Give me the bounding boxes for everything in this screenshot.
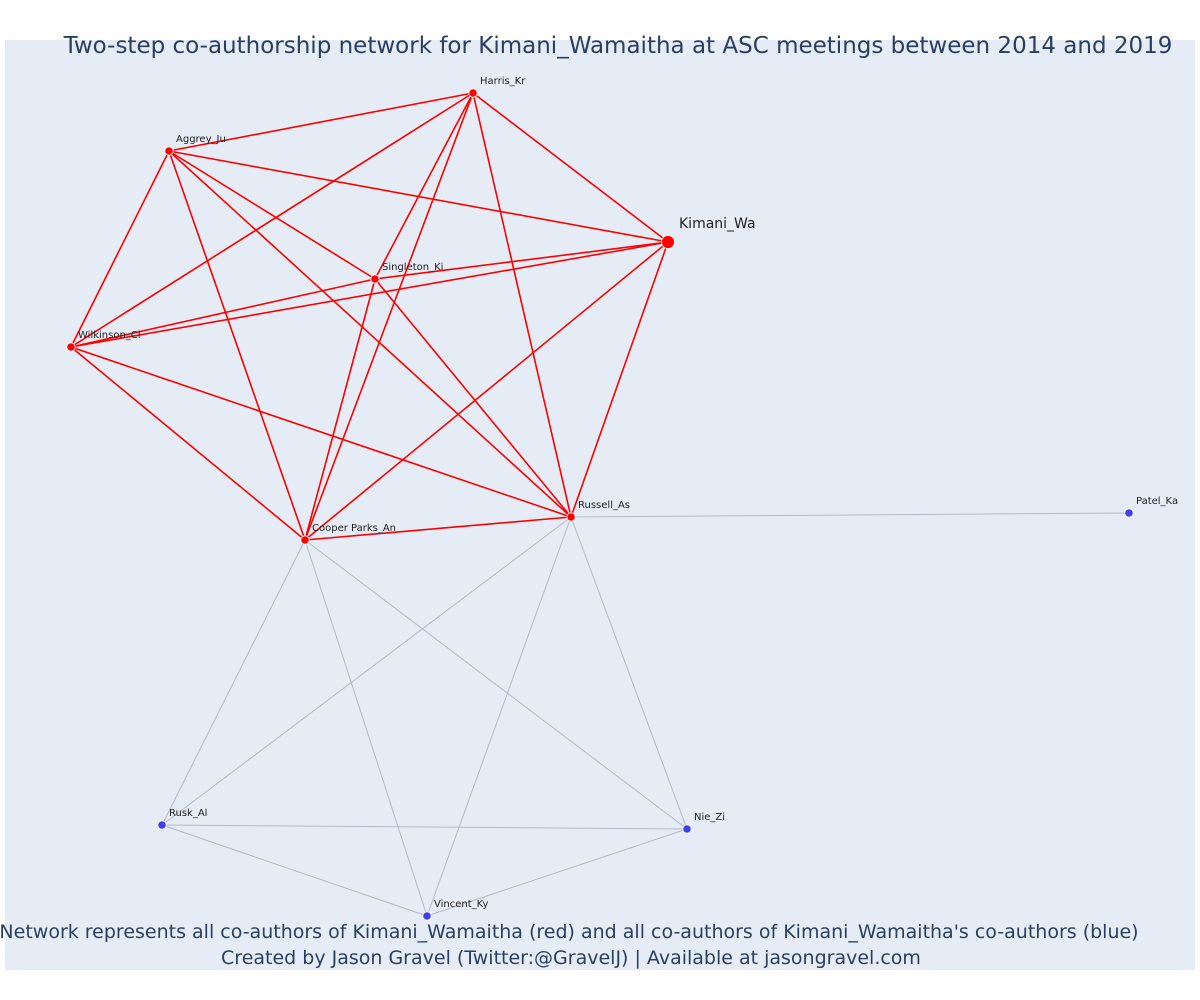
edge-harris-kr-singleton-ki — [374, 92, 474, 280]
edge-singleton-ki-russell-as — [374, 278, 572, 518]
edge-russell-as-vincent-ky — [426, 516, 572, 917]
edge-rusk-al-vincent-ky — [161, 824, 428, 917]
edge-cooper-parks-an-rusk-al — [161, 539, 306, 826]
node-label-wilkinson-cl: Wilkinson_Cl — [78, 330, 141, 341]
node-label-patel-ka: Patel_Ka — [1136, 496, 1178, 507]
edge-aggrey-ju-cooper-parks-an — [168, 150, 306, 541]
node-harris-kr[interactable] — [468, 88, 478, 98]
node-label-kimani-wa: Kimani_Wa — [679, 216, 756, 232]
edge-rusk-al-nie-zi — [161, 824, 688, 830]
edge-russell-as-rusk-al — [161, 516, 572, 826]
node-kimani-wa[interactable] — [661, 235, 675, 249]
node-rusk-al[interactable] — [157, 820, 167, 830]
edge-harris-kr-kimani-wa — [472, 92, 669, 243]
node-vincent-ky[interactable] — [422, 911, 432, 921]
nodes-layer — [66, 88, 1134, 921]
edge-kimani-wa-russell-as — [570, 241, 669, 518]
edge-kimani-wa-cooper-parks-an — [304, 241, 669, 541]
caption-line-2: Created by Jason Gravel (Twitter:@Gravel… — [221, 947, 921, 969]
edge-vincent-ky-nie-zi — [426, 828, 688, 917]
node-aggrey-ju[interactable] — [164, 146, 174, 156]
edge-russell-as-patel-ka — [570, 512, 1130, 518]
chart-title: Two-step co-authorship network for Kiman… — [63, 33, 1173, 59]
edge-wilkinson-cl-cooper-parks-an — [70, 346, 306, 541]
edge-harris-kr-cooper-parks-an — [304, 92, 474, 541]
edge-aggrey-ju-wilkinson-cl — [70, 150, 170, 348]
node-label-russell-as: Russell_As — [578, 500, 630, 511]
edge-wilkinson-cl-russell-as — [70, 346, 572, 518]
plot-background — [5, 40, 1195, 970]
edge-harris-kr-aggrey-ju — [168, 92, 474, 152]
node-patel-ka[interactable] — [1124, 508, 1134, 518]
node-label-rusk-al: Rusk_Al — [169, 808, 207, 819]
node-label-nie-zi: Nie_Zi — [694, 812, 725, 823]
edge-aggrey-ju-kimani-wa — [168, 150, 669, 243]
caption-line-1: Network represents all co-authors of Kim… — [0, 921, 1139, 943]
edge-cooper-parks-an-nie-zi — [304, 539, 688, 830]
edge-aggrey-ju-russell-as — [168, 150, 572, 518]
node-label-aggrey-ju: Aggrey_Ju — [176, 134, 226, 145]
edge-harris-kr-wilkinson-cl — [70, 92, 474, 348]
node-cooper-parks-an[interactable] — [300, 535, 310, 545]
edge-aggrey-ju-singleton-ki — [168, 150, 376, 280]
edge-russell-as-nie-zi — [570, 516, 688, 830]
node-russell-as[interactable] — [566, 512, 576, 522]
edge-singleton-ki-kimani-wa — [374, 241, 669, 280]
node-label-cooper-parks-an: Cooper Parks_An — [312, 523, 396, 534]
node-label-harris-kr: Harris_Kr — [480, 76, 526, 87]
node-label-singleton-ki: Singleton_Ki — [382, 262, 443, 273]
node-singleton-ki[interactable] — [370, 274, 380, 284]
edge-singleton-ki-wilkinson-cl — [70, 278, 376, 348]
edge-harris-kr-russell-as — [472, 92, 572, 518]
node-nie-zi[interactable] — [682, 824, 692, 834]
edge-cooper-parks-an-russell-as — [304, 516, 572, 541]
labels-layer: Kimani_Wa Harris_Kr Aggrey_Ju Singleton_Ki W… — [78, 76, 1178, 910]
node-label-vincent-ky: Vincent_Ky — [434, 899, 488, 910]
node-wilkinson-cl[interactable] — [66, 342, 76, 352]
edge-cooper-parks-an-vincent-ky — [304, 539, 428, 917]
edge-singleton-ki-cooper-parks-an — [304, 278, 376, 541]
edges-layer — [70, 92, 1130, 917]
edge-wilkinson-cl-kimani-wa — [70, 241, 669, 348]
